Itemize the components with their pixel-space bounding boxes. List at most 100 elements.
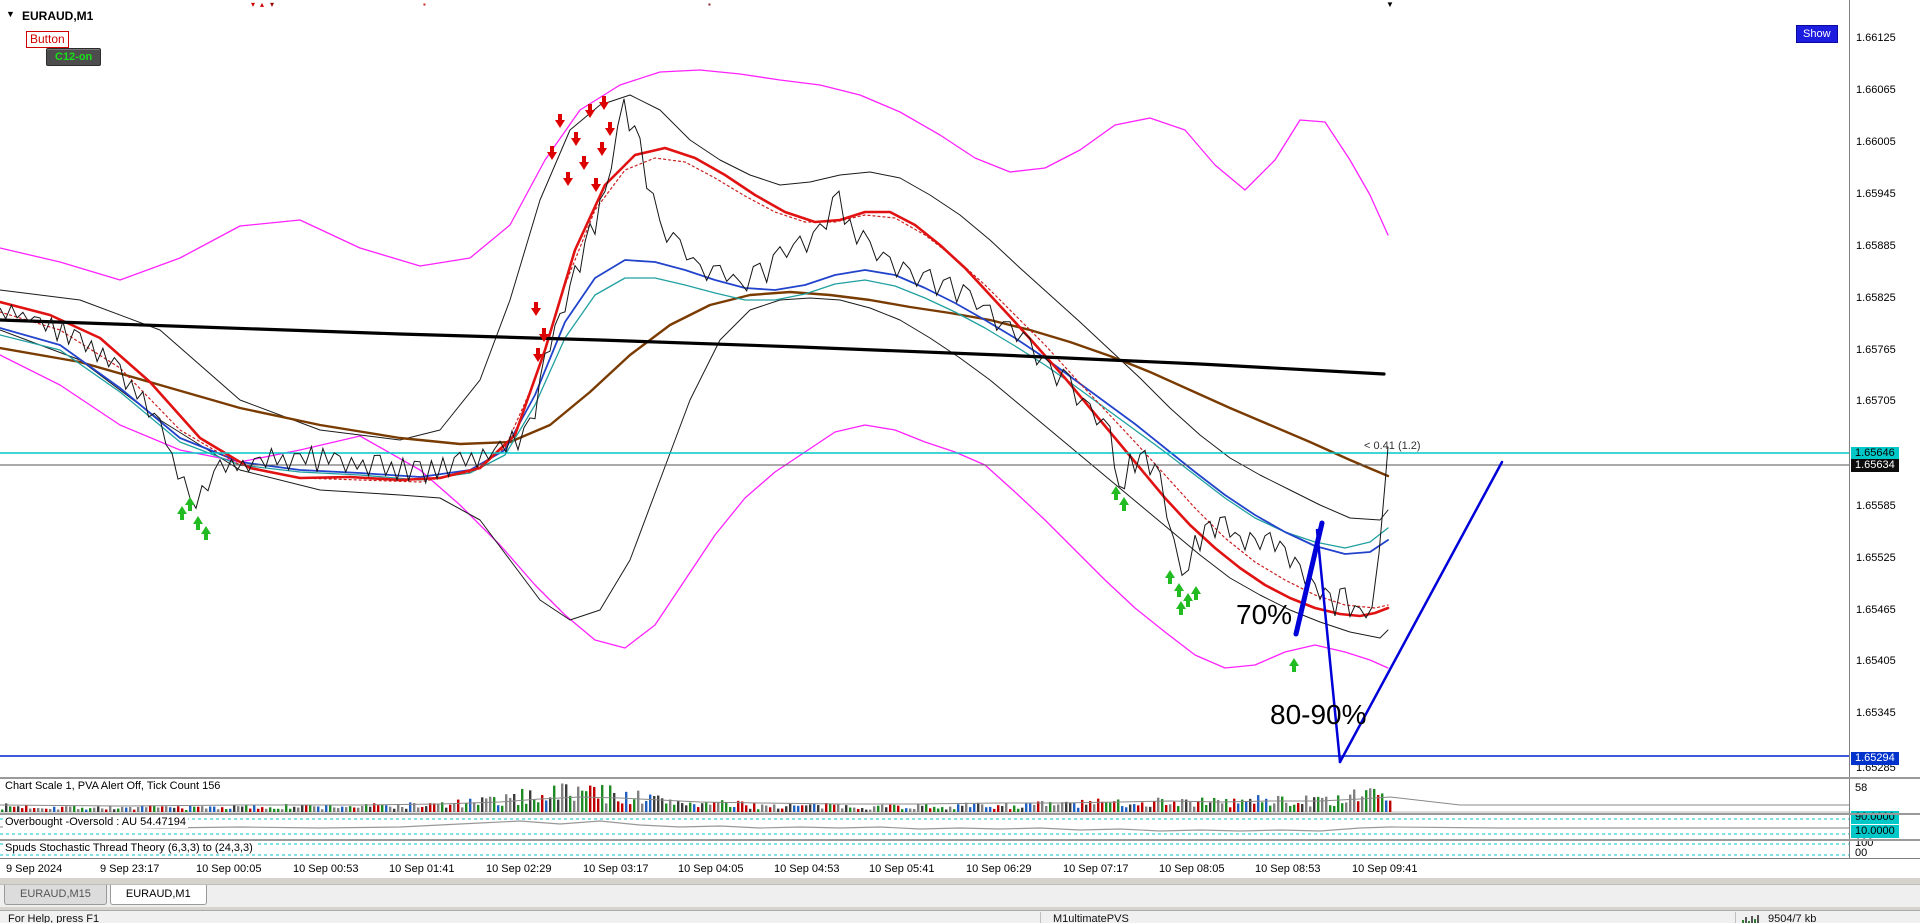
volume-bar [697,807,700,812]
c12-toggle-button[interactable]: C12-on [46,48,102,66]
volume-bar [1345,802,1348,812]
chart-annotation-text[interactable]: 70% [1236,599,1292,630]
window-strip [0,878,1920,884]
volume-bar [921,805,924,812]
volume-bar [605,803,608,812]
volume-bar [973,803,976,812]
time-axis[interactable]: 9 Sep 2024 9 Sep 23:17 10 Sep 00:05 10 Sep … [0,858,1920,879]
price-axis-label: 1.65585 [1856,500,1896,512]
volume-bar [29,808,32,812]
sell-arrow-icon [533,348,543,362]
chart-annotation-text[interactable]: < 0.41 (1.2) [1364,440,1421,452]
volume-ma-line [0,796,1849,807]
price-axis[interactable]: 1.66125 1.66065 1.66005 1.65945 1.65885 1.658… [1849,0,1920,859]
volume-bar [1173,801,1176,812]
volume-bar [1073,802,1076,812]
volume-bar [825,803,828,812]
chart-area[interactable]: 70% 80-90% < 0.41 (1.2) ▾ ▴ ▾ ▪ ▪ ▼ ▼ EURAUD,M1… [0,0,1849,777]
price-axis-label: 1.65285 [1856,762,1896,774]
volume-bar [69,806,72,812]
volume-bar [481,797,484,812]
volume-bar [165,806,168,812]
buy-arrow-icon [1165,570,1175,584]
volume-bar [157,807,160,812]
volume-bar [829,803,832,812]
volume-bar [1009,809,1012,812]
volume-bar [233,805,236,812]
volume-bar [113,809,116,812]
volume-bar [49,808,52,812]
volume-bar [641,803,644,812]
volume-bar [1149,806,1152,812]
volume-bar [941,807,944,812]
volume-bar [365,804,368,812]
volume-bar [1145,806,1148,812]
volume-bar [1305,795,1308,812]
volume-bar [1293,804,1296,812]
volume-bar [765,805,768,812]
price-axis-highlight-label: 1.65646 [1851,447,1899,460]
volume-bar [909,808,912,812]
volume-bar [209,806,212,812]
volume-panel-label: Chart Scale 1, PVA Alert Off, Tick Count… [3,780,223,792]
volume-bar [445,807,448,812]
price-series [0,98,1389,619]
chart-button-object[interactable]: Button [26,31,69,48]
volume-bar [889,804,892,812]
volume-bar [121,806,124,812]
time-axis-label: 10 Sep 01:41 [389,863,455,875]
trendline-up[interactable] [1338,460,1504,764]
time-axis-label: 10 Sep 02:29 [486,863,552,875]
volume-bar [1165,804,1168,812]
volume-bar [1301,803,1304,812]
toolbar-mark-icon: ▾ [270,0,275,9]
price-axis-label: 1.65825 [1856,292,1896,304]
volume-bar [893,804,896,812]
volume-bar [541,795,544,812]
volume-bar [1029,802,1032,812]
volume-bar [297,807,300,812]
volume-bar [377,805,380,812]
volume-bar [1129,804,1132,812]
show-button[interactable]: Show [1796,25,1838,43]
buy-arrow-icon [1183,593,1193,607]
volume-bar [421,806,424,812]
chart-tab-euraud-m15[interactable]: EURAUD,M15 [4,885,107,905]
panel-splitter[interactable] [0,839,1920,841]
volume-panel: Chart Scale 1, PVA Alert Off, Tick Count… [0,779,1849,813]
volume-bar [93,807,96,812]
volume-bar [1141,802,1144,812]
trendline-down[interactable] [1315,528,1342,764]
sell-arrow-icon [555,114,565,128]
chart-annotation-text[interactable]: 80-90% [1270,699,1367,730]
chart-tab-euraud-m1[interactable]: EURAUD,M1 [109,885,207,905]
volume-bar [1017,808,1020,812]
volume-bar [1385,800,1388,812]
volume-bar [1177,806,1180,812]
volume-bar [997,805,1000,812]
volume-bar [613,792,616,812]
volume-bar [329,804,332,812]
status-separator [1735,912,1736,923]
volume-bar [1217,799,1220,812]
volume-bar [13,806,16,812]
volume-bar [625,791,628,812]
time-axis-label: 10 Sep 07:17 [1063,863,1129,875]
sell-arrow-icon [579,156,589,170]
volume-bar [545,800,548,812]
volume-bar [849,807,852,812]
volume-bar [409,802,412,812]
volume-bar [633,799,636,812]
volume-bar [1213,797,1216,812]
symbol-caret-icon[interactable]: ▼ [6,9,15,19]
volume-bar [721,800,724,812]
volume-bar [925,804,928,812]
panel-splitter[interactable] [0,777,1920,779]
volume-bar [1109,802,1112,812]
volume-bar [21,808,24,812]
volume-bar [685,805,688,812]
volume-bar [1341,803,1344,812]
panel-splitter[interactable] [0,813,1920,815]
ma-red [0,146,1390,618]
sell-arrow-icon [539,328,549,342]
